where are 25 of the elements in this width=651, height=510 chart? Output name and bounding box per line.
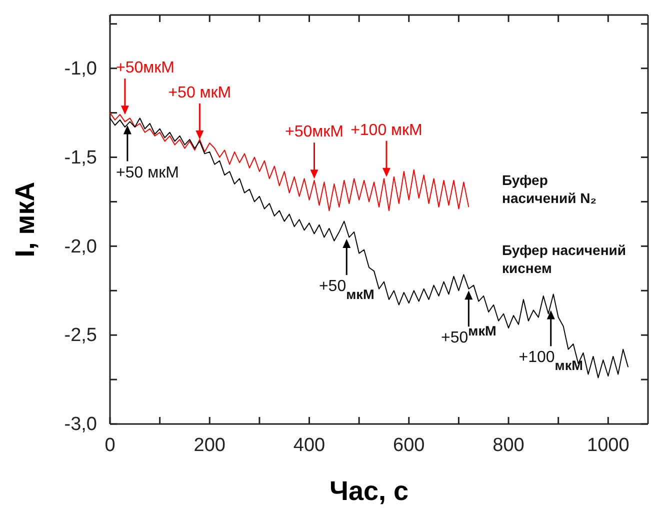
annotation: +50мкМ (285, 124, 344, 141)
x-tick-label: 800 (492, 435, 524, 456)
annotation: +100 мкМ (350, 122, 422, 139)
series-label: Буфер насичений киснем (502, 242, 626, 276)
text: Буфер насичений N₂ (502, 172, 596, 206)
x-axis-title: Час, с (329, 476, 409, 506)
x-tick-label: 600 (393, 435, 425, 456)
annotation: +100$_{мкМ}$ (518, 349, 583, 373)
y-tick-label: -2,0 (64, 236, 97, 258)
annotation: +50мкМ (116, 60, 174, 77)
y-tick-label: -1,0 (64, 58, 97, 80)
line-series (110, 118, 629, 378)
x-tick-label: 400 (293, 435, 326, 456)
x-tick-label: 200 (194, 435, 226, 456)
x-tick-label: 0 (104, 435, 116, 456)
y-tick-label: -3,0 (64, 414, 97, 436)
y-tick-label: -1,5 (64, 147, 97, 168)
line-series (110, 112, 470, 212)
annotation: +50 мкМ (116, 164, 179, 182)
y-axis-title: I, мкА (10, 182, 40, 258)
x-tick-label: 1000 (587, 435, 630, 456)
annotation: +50$^{мкМ}$ (441, 323, 496, 347)
y-tick-label: -2,5 (64, 325, 97, 346)
annotation: +50 мкМ (168, 84, 232, 102)
annotation: +50$_{мкМ}$ (318, 278, 374, 302)
